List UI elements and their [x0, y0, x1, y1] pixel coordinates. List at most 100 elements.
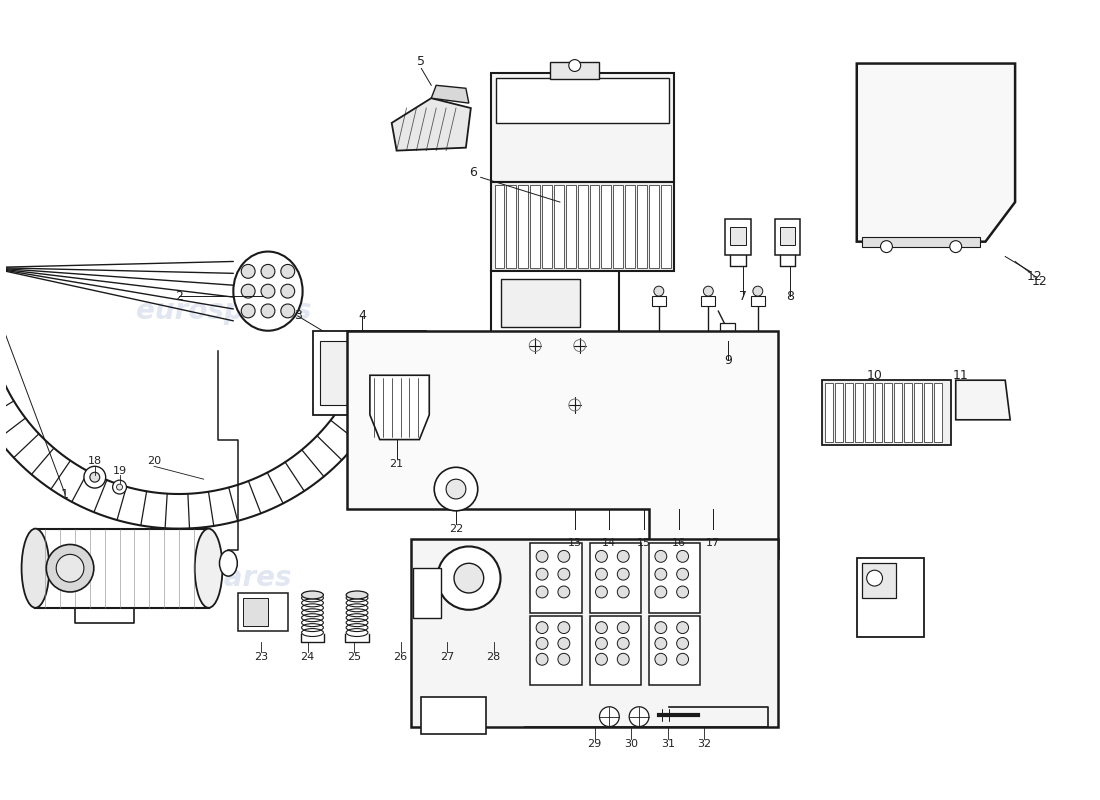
- Polygon shape: [857, 63, 1015, 242]
- Bar: [411, 538, 778, 726]
- Circle shape: [360, 398, 367, 405]
- Bar: [661, 186, 671, 268]
- Circle shape: [558, 654, 570, 666]
- Circle shape: [90, 472, 100, 482]
- Circle shape: [676, 550, 689, 562]
- Circle shape: [355, 402, 362, 408]
- Circle shape: [676, 638, 689, 650]
- Bar: [914, 383, 922, 442]
- Circle shape: [558, 550, 570, 562]
- Circle shape: [617, 638, 629, 650]
- Bar: [825, 383, 833, 442]
- Text: 18: 18: [88, 456, 102, 466]
- Text: 19: 19: [112, 466, 126, 476]
- Bar: [590, 186, 600, 268]
- Circle shape: [595, 638, 607, 650]
- Circle shape: [261, 265, 275, 278]
- Bar: [780, 227, 795, 245]
- Circle shape: [595, 586, 607, 598]
- Bar: [857, 558, 924, 638]
- Bar: [530, 186, 540, 268]
- Bar: [491, 271, 619, 336]
- Bar: [845, 383, 853, 442]
- Circle shape: [654, 550, 667, 562]
- Bar: [550, 62, 600, 79]
- Circle shape: [617, 586, 629, 598]
- Bar: [861, 563, 896, 598]
- Polygon shape: [431, 86, 469, 103]
- Bar: [565, 186, 575, 268]
- Bar: [506, 186, 516, 268]
- Bar: [243, 598, 268, 626]
- Circle shape: [676, 654, 689, 666]
- Circle shape: [280, 265, 295, 278]
- Circle shape: [536, 622, 548, 634]
- Bar: [649, 543, 701, 613]
- Text: 7: 7: [739, 290, 747, 302]
- Circle shape: [654, 654, 667, 666]
- Circle shape: [261, 304, 275, 318]
- Ellipse shape: [220, 550, 238, 576]
- Ellipse shape: [301, 591, 323, 599]
- Bar: [822, 380, 950, 445]
- Text: 8: 8: [786, 290, 794, 302]
- Bar: [35, 529, 209, 608]
- Bar: [835, 383, 843, 442]
- Circle shape: [653, 286, 663, 296]
- Text: 22: 22: [449, 524, 463, 534]
- Circle shape: [84, 466, 106, 488]
- Text: eurospares: eurospares: [135, 297, 311, 325]
- Text: 27: 27: [440, 652, 454, 662]
- Text: 25: 25: [346, 652, 361, 662]
- Circle shape: [867, 570, 882, 586]
- Polygon shape: [392, 98, 471, 150]
- Bar: [530, 616, 582, 685]
- Bar: [414, 568, 441, 618]
- Text: eurospares: eurospares: [116, 564, 292, 592]
- Bar: [904, 383, 912, 442]
- Circle shape: [536, 568, 548, 580]
- Bar: [578, 186, 587, 268]
- Circle shape: [880, 241, 892, 253]
- Bar: [590, 616, 641, 685]
- Bar: [730, 227, 746, 245]
- Circle shape: [676, 568, 689, 580]
- Bar: [725, 219, 751, 254]
- Circle shape: [558, 568, 570, 580]
- Circle shape: [595, 622, 607, 634]
- Text: 32: 32: [697, 739, 712, 750]
- Circle shape: [56, 554, 84, 582]
- Bar: [855, 383, 862, 442]
- Circle shape: [241, 284, 255, 298]
- Bar: [924, 383, 932, 442]
- Circle shape: [360, 404, 367, 411]
- Bar: [614, 186, 624, 268]
- Circle shape: [629, 706, 649, 726]
- Bar: [312, 330, 427, 415]
- Text: 31: 31: [661, 739, 674, 750]
- Circle shape: [536, 586, 548, 598]
- Text: 10: 10: [867, 369, 882, 382]
- Ellipse shape: [346, 591, 367, 599]
- Text: 14: 14: [603, 538, 616, 549]
- Circle shape: [569, 59, 581, 71]
- Text: eurospares: eurospares: [591, 594, 767, 622]
- Text: 1: 1: [62, 487, 69, 501]
- Bar: [542, 186, 552, 268]
- Bar: [625, 186, 635, 268]
- Bar: [637, 186, 647, 268]
- Ellipse shape: [343, 393, 378, 419]
- Circle shape: [280, 304, 295, 318]
- Bar: [702, 296, 715, 306]
- Polygon shape: [861, 237, 980, 246]
- Circle shape: [617, 654, 629, 666]
- Circle shape: [355, 398, 362, 405]
- Circle shape: [617, 568, 629, 580]
- Bar: [865, 383, 872, 442]
- Bar: [495, 186, 505, 268]
- Bar: [500, 279, 580, 326]
- Ellipse shape: [195, 529, 222, 608]
- Circle shape: [454, 563, 484, 593]
- Text: 12: 12: [1032, 274, 1047, 288]
- Bar: [774, 219, 801, 254]
